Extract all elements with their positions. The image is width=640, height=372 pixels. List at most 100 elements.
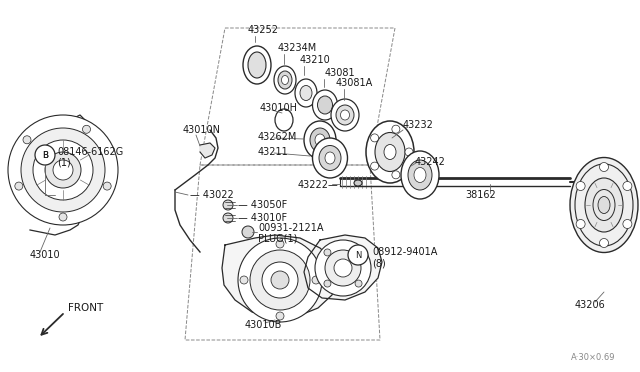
Ellipse shape	[336, 105, 354, 125]
Ellipse shape	[295, 79, 317, 107]
Circle shape	[576, 182, 585, 190]
Circle shape	[623, 219, 632, 228]
Circle shape	[35, 145, 55, 165]
Circle shape	[8, 115, 118, 225]
Ellipse shape	[312, 90, 337, 120]
Circle shape	[271, 271, 289, 289]
Text: 43010B: 43010B	[245, 320, 282, 330]
Ellipse shape	[319, 145, 341, 170]
Ellipse shape	[366, 121, 414, 183]
Text: 43262M: 43262M	[258, 132, 298, 142]
Circle shape	[23, 136, 31, 144]
Text: 43081A: 43081A	[336, 78, 373, 88]
Text: 43081: 43081	[325, 68, 356, 78]
Circle shape	[600, 238, 609, 247]
Circle shape	[103, 182, 111, 190]
Ellipse shape	[315, 134, 325, 146]
Text: 43222—: 43222—	[298, 180, 339, 190]
Polygon shape	[22, 118, 105, 218]
Ellipse shape	[375, 132, 405, 171]
Ellipse shape	[414, 167, 426, 183]
Ellipse shape	[384, 144, 396, 160]
Ellipse shape	[340, 110, 349, 120]
Circle shape	[371, 162, 379, 170]
Circle shape	[223, 213, 233, 223]
Text: 43210: 43210	[300, 55, 331, 65]
Circle shape	[276, 240, 284, 248]
Circle shape	[324, 280, 331, 287]
Ellipse shape	[310, 128, 330, 152]
Ellipse shape	[243, 46, 271, 84]
Circle shape	[45, 152, 81, 188]
Text: 43206: 43206	[575, 300, 605, 310]
Circle shape	[53, 160, 73, 180]
Text: (8): (8)	[372, 258, 386, 268]
Circle shape	[392, 125, 400, 133]
Ellipse shape	[300, 86, 312, 100]
Ellipse shape	[408, 160, 432, 190]
Circle shape	[15, 182, 23, 190]
Polygon shape	[222, 235, 338, 318]
Circle shape	[371, 134, 379, 142]
Circle shape	[33, 140, 93, 200]
Circle shape	[262, 262, 298, 298]
Circle shape	[240, 276, 248, 284]
Circle shape	[238, 238, 322, 322]
Circle shape	[325, 250, 361, 286]
Text: B: B	[42, 151, 48, 160]
Ellipse shape	[282, 76, 289, 84]
Text: N: N	[355, 250, 361, 260]
Text: 43010H: 43010H	[260, 103, 298, 113]
Text: — 43050F: — 43050F	[238, 200, 287, 210]
Circle shape	[392, 171, 400, 179]
Ellipse shape	[248, 52, 266, 78]
Ellipse shape	[278, 71, 292, 89]
Text: FRONT: FRONT	[68, 303, 103, 313]
Ellipse shape	[585, 178, 623, 232]
Circle shape	[21, 128, 105, 212]
Text: 08912-9401A: 08912-9401A	[372, 247, 437, 257]
Text: PLUG(1): PLUG(1)	[258, 233, 298, 243]
Ellipse shape	[275, 109, 293, 131]
Text: 43010: 43010	[30, 250, 61, 260]
Circle shape	[334, 259, 352, 277]
Circle shape	[576, 219, 585, 228]
Circle shape	[242, 226, 254, 238]
Circle shape	[83, 125, 90, 133]
Circle shape	[355, 280, 362, 287]
Circle shape	[405, 148, 413, 156]
Ellipse shape	[312, 138, 348, 178]
Ellipse shape	[354, 180, 362, 186]
Polygon shape	[304, 235, 382, 300]
Text: 43232: 43232	[403, 120, 434, 130]
Text: 43211: 43211	[258, 147, 289, 157]
Text: 43010N: 43010N	[183, 125, 221, 135]
Text: 43242: 43242	[415, 157, 446, 167]
Text: (1): (1)	[57, 157, 71, 167]
Text: 43252: 43252	[248, 25, 279, 35]
Text: — 43022: — 43022	[190, 190, 234, 200]
Circle shape	[623, 182, 632, 190]
Circle shape	[312, 276, 320, 284]
Polygon shape	[200, 143, 215, 158]
Circle shape	[324, 249, 331, 256]
Circle shape	[315, 240, 371, 296]
Text: 08146-6162G: 08146-6162G	[57, 147, 124, 157]
Text: 43234M: 43234M	[278, 43, 317, 53]
Text: 00931-2121A: 00931-2121A	[258, 223, 323, 233]
Circle shape	[276, 312, 284, 320]
Circle shape	[59, 213, 67, 221]
Ellipse shape	[317, 96, 333, 114]
Circle shape	[250, 250, 310, 310]
Circle shape	[600, 163, 609, 171]
Ellipse shape	[304, 121, 336, 159]
Text: — 43010F: — 43010F	[238, 213, 287, 223]
Circle shape	[223, 200, 233, 210]
Ellipse shape	[331, 99, 359, 131]
Ellipse shape	[274, 66, 296, 94]
Text: B: B	[42, 151, 48, 160]
Text: A·30×0.69: A·30×0.69	[570, 353, 615, 362]
Ellipse shape	[325, 152, 335, 164]
Text: 38162: 38162	[465, 190, 496, 200]
Ellipse shape	[401, 151, 439, 199]
